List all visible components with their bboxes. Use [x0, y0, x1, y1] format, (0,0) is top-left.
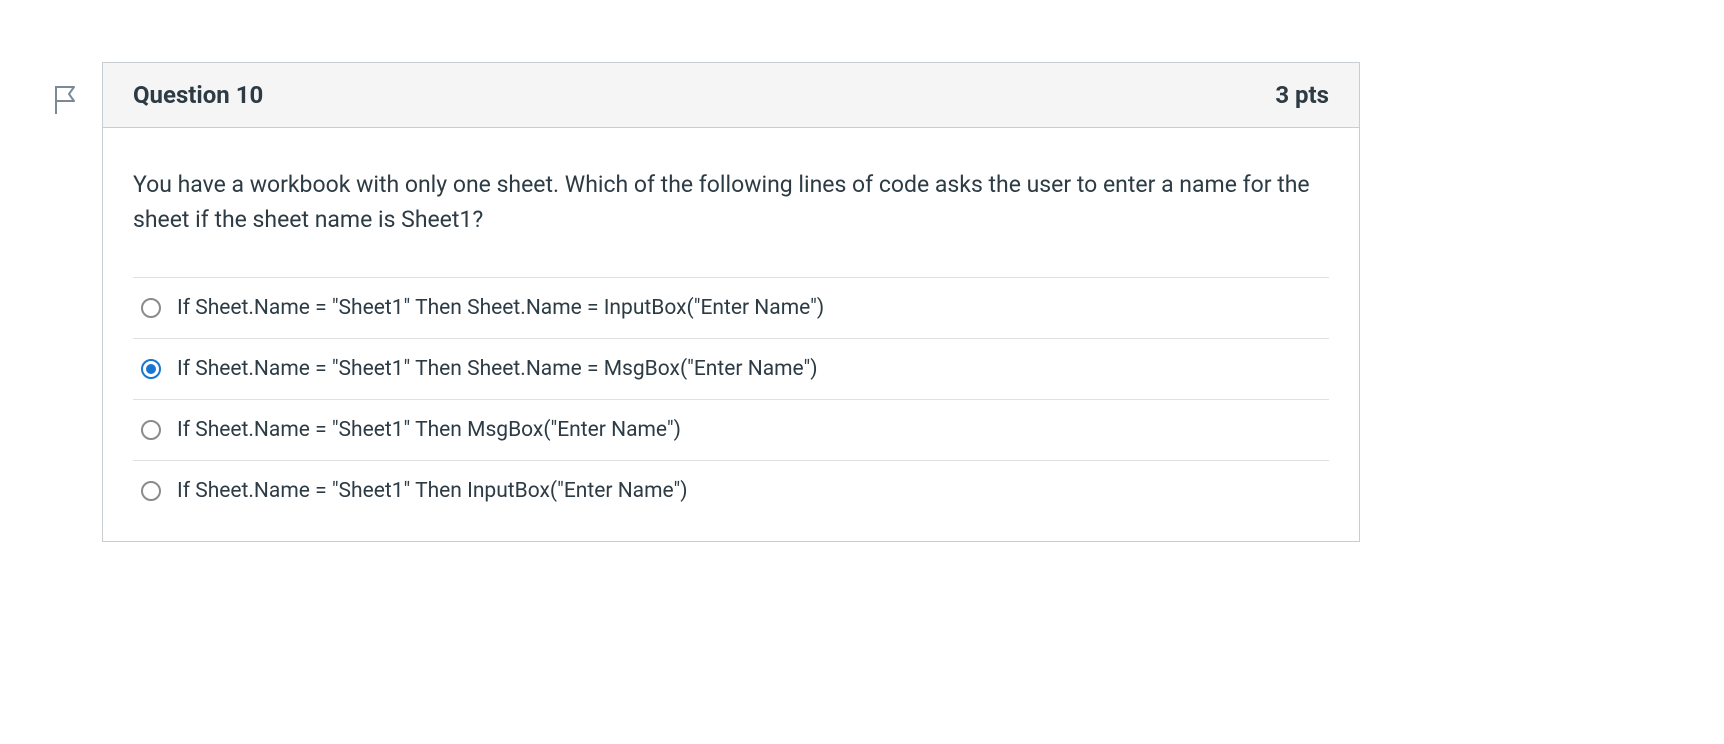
- option-label: If Sheet.Name = "Sheet1" Then InputBox("…: [177, 479, 688, 503]
- page-root: Question 10 3 pts You have a workbook wi…: [0, 0, 1724, 744]
- radio-button[interactable]: [141, 481, 161, 501]
- radio-button[interactable]: [141, 359, 161, 379]
- options-list: If Sheet.Name = "Sheet1" Then Sheet.Name…: [133, 277, 1329, 511]
- option-row[interactable]: If Sheet.Name = "Sheet1" Then Sheet.Name…: [133, 338, 1329, 399]
- radio-button[interactable]: [141, 298, 161, 318]
- option-label: If Sheet.Name = "Sheet1" Then Sheet.Name…: [177, 357, 818, 381]
- option-row[interactable]: If Sheet.Name = "Sheet1" Then InputBox("…: [133, 460, 1329, 511]
- question-title: Question 10: [133, 81, 263, 109]
- question-body: You have a workbook with only one sheet.…: [103, 128, 1359, 541]
- question-points: 3 pts: [1275, 81, 1329, 109]
- option-row[interactable]: If Sheet.Name = "Sheet1" Then MsgBox("En…: [133, 399, 1329, 460]
- option-label: If Sheet.Name = "Sheet1" Then MsgBox("En…: [177, 418, 681, 442]
- question-card: Question 10 3 pts You have a workbook wi…: [102, 62, 1360, 542]
- option-label: If Sheet.Name = "Sheet1" Then Sheet.Name…: [177, 296, 824, 320]
- flag-icon[interactable]: [54, 85, 78, 115]
- radio-button[interactable]: [141, 420, 161, 440]
- question-prompt: You have a workbook with only one sheet.…: [133, 168, 1329, 237]
- option-row[interactable]: If Sheet.Name = "Sheet1" Then Sheet.Name…: [133, 277, 1329, 338]
- question-header: Question 10 3 pts: [103, 63, 1359, 128]
